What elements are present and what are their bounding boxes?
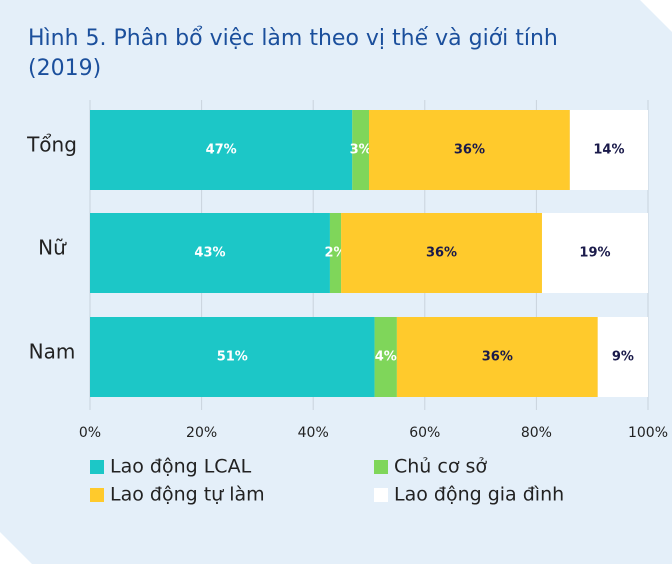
value-label: 19% [579,246,610,261]
legend-swatch [374,488,388,502]
x-tick-label: 80% [521,425,552,441]
legend-swatch [90,460,104,474]
bar-segment [90,213,330,293]
bar-segment [396,317,598,397]
x-tick-label: 0% [79,425,101,441]
bar-segment [329,213,342,293]
legend-swatch [90,488,104,502]
value-label: 51% [217,350,248,365]
bar-segment [569,110,648,190]
bar-segment [341,213,542,293]
bar-segment [541,213,648,293]
bar-segment [597,317,648,397]
bar-segment [374,317,397,397]
category-label: Tổng [26,133,77,157]
bar-segment [90,110,353,190]
bar-segment [369,110,570,190]
value-label: 36% [482,350,513,365]
value-label: 47% [206,143,237,158]
category-label: Nam [29,340,76,364]
value-label: 9% [612,350,634,365]
x-tick-label: 100% [628,425,668,441]
legend-label: Chủ cơ sở [394,456,487,478]
bar-segment [90,317,375,397]
value-label: 43% [194,246,225,261]
legend-swatch [374,460,388,474]
legend-label: Lao động tự làm [110,484,265,506]
value-label: 2% [324,246,346,261]
value-label: 3% [350,143,372,158]
x-tick-label: 60% [409,425,440,441]
legend-label: Lao động gia đình [394,484,564,506]
value-label: 36% [454,143,485,158]
legend-label: Lao động LCAL [110,456,252,478]
value-label: 14% [593,143,624,158]
value-label: 4% [375,350,397,365]
x-tick-label: 40% [298,425,329,441]
x-tick-label: 20% [186,425,217,441]
bar-segment [352,110,369,190]
category-label: Nữ [38,236,67,260]
chart-title: Hình 5. Phân bổ việc làm theo vị thế và … [28,26,558,81]
value-label: 36% [426,246,457,261]
